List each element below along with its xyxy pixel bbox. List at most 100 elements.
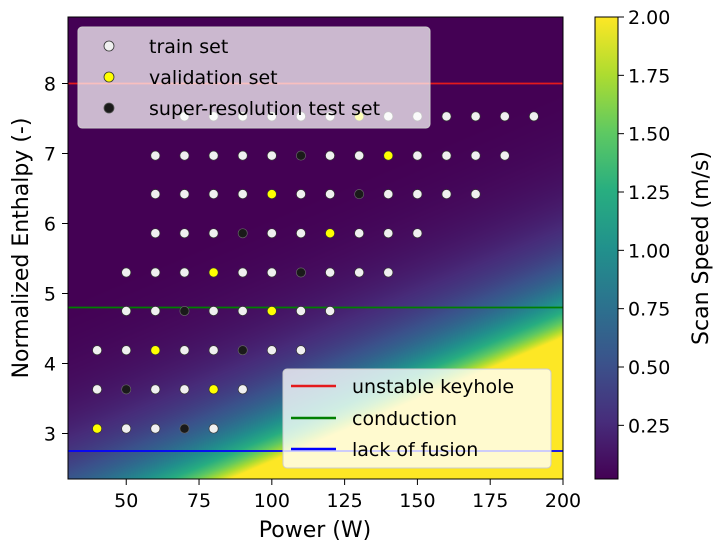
legend-label-test: super-resolution test set	[149, 98, 380, 120]
point-super-resolution-test-set	[121, 384, 132, 395]
point-train-set	[92, 345, 103, 356]
point-train-set	[441, 189, 452, 200]
point-super-resolution-test-set	[179, 423, 190, 434]
point-train-set	[208, 189, 219, 200]
point-train-set	[383, 267, 394, 278]
colorbar-tick-label: 0.50	[628, 357, 670, 379]
point-super-resolution-test-set	[237, 228, 248, 239]
point-train-set	[208, 150, 219, 161]
point-train-set	[266, 228, 277, 239]
point-train-set	[325, 189, 336, 200]
x-tick-label: 150	[399, 490, 435, 512]
point-train-set	[150, 228, 161, 239]
colorbar: 0.25 0.50 0.75 1.00 1.25 1.50 1.75 2.00 Scan Sp…	[594, 7, 714, 480]
point-train-set	[295, 189, 306, 200]
point-train-set	[266, 267, 277, 278]
point-train-set	[150, 384, 161, 395]
y-axis-label: Normalized Enthalpy (-)	[9, 118, 34, 379]
point-train-set	[441, 111, 452, 122]
point-train-set	[441, 150, 452, 161]
y-tick-label: 5	[44, 284, 56, 306]
point-train-set	[470, 111, 481, 122]
point-train-set	[470, 189, 481, 200]
point-train-set	[295, 345, 306, 356]
x-tick-label: 100	[254, 490, 290, 512]
point-train-set	[179, 345, 190, 356]
x-axis: 50 75 100 125 150 175 200	[114, 479, 581, 512]
colorbar-gradient	[594, 16, 619, 480]
legend-marker-test	[103, 102, 115, 114]
point-train-set	[383, 189, 394, 200]
legend-label-train: train set	[149, 36, 228, 58]
y-axis: 3 4 5 6 7 8	[44, 74, 68, 446]
x-tick-label: 175	[472, 490, 508, 512]
point-train-set	[325, 306, 336, 316]
point-train-set	[295, 228, 306, 239]
point-train-set	[208, 228, 219, 239]
legend-marker-validation	[103, 71, 115, 83]
colorbar-tick-label: 0.75	[628, 299, 670, 321]
colorbar-tick-label: 2.00	[628, 7, 670, 29]
point-train-set	[150, 267, 161, 278]
point-train-set	[150, 150, 161, 161]
point-train-set	[237, 306, 248, 316]
y-tick-label: 7	[44, 144, 56, 166]
point-train-set	[92, 384, 103, 395]
point-train-set	[266, 345, 277, 356]
point-train-set	[412, 150, 423, 161]
legend-label-lack-of-fusion: lack of fusion	[352, 439, 478, 461]
x-tick-label: 50	[114, 490, 138, 512]
point-super-resolution-test-set	[295, 267, 306, 278]
colorbar-tick-label: 1.00	[628, 240, 670, 262]
colorbar-tick-label: 1.50	[628, 124, 670, 146]
point-train-set	[208, 306, 219, 316]
point-train-set	[150, 306, 161, 316]
point-train-set	[470, 150, 481, 161]
x-axis-label: Power (W)	[259, 518, 371, 543]
point-train-set	[179, 267, 190, 278]
point-validation-set	[208, 384, 219, 395]
colorbar-tick-label: 0.25	[628, 415, 670, 437]
point-validation-set	[208, 267, 219, 278]
point-train-set	[179, 150, 190, 161]
y-tick-label: 3	[44, 424, 56, 446]
point-train-set	[237, 189, 248, 200]
point-train-set	[121, 267, 132, 278]
point-train-set	[179, 189, 190, 200]
y-tick-label: 6	[44, 214, 56, 236]
point-train-set	[499, 111, 510, 122]
point-train-set	[150, 423, 161, 434]
points-legend: train set validation set super-resolutio…	[77, 26, 431, 129]
point-train-set	[412, 189, 423, 200]
colorbar-tick-label: 1.75	[628, 65, 670, 87]
point-train-set	[237, 384, 248, 395]
point-train-set	[412, 228, 423, 239]
x-tick-label: 75	[187, 490, 211, 512]
colorbar-ticks: 0.25 0.50 0.75 1.00 1.25 1.50 1.75 2.00	[618, 7, 670, 437]
point-super-resolution-test-set	[237, 345, 248, 356]
point-train-set	[354, 267, 365, 278]
lines-legend: unstable keyhole conduction lack of fusi…	[282, 368, 552, 469]
point-train-set	[121, 306, 132, 316]
point-validation-set	[383, 150, 394, 161]
point-train-set	[499, 150, 510, 161]
points-legend-box	[77, 26, 431, 129]
point-train-set	[325, 267, 336, 278]
x-tick-label: 125	[326, 490, 362, 512]
point-train-set	[179, 228, 190, 239]
point-validation-set	[150, 345, 161, 356]
point-super-resolution-test-set	[354, 189, 365, 200]
legend-label-validation: validation set	[149, 67, 278, 89]
point-train-set	[121, 423, 132, 434]
legend-label-conduction: conduction	[352, 408, 457, 430]
y-tick-label: 4	[44, 354, 56, 376]
point-train-set	[237, 150, 248, 161]
point-train-set	[295, 306, 306, 316]
point-train-set	[121, 345, 132, 356]
point-train-set	[383, 228, 394, 239]
point-validation-set	[266, 306, 277, 316]
legend-marker-train	[103, 40, 115, 52]
legend-label-keyhole: unstable keyhole	[352, 376, 514, 398]
colorbar-label: Scan Speed (m/s)	[689, 151, 714, 345]
